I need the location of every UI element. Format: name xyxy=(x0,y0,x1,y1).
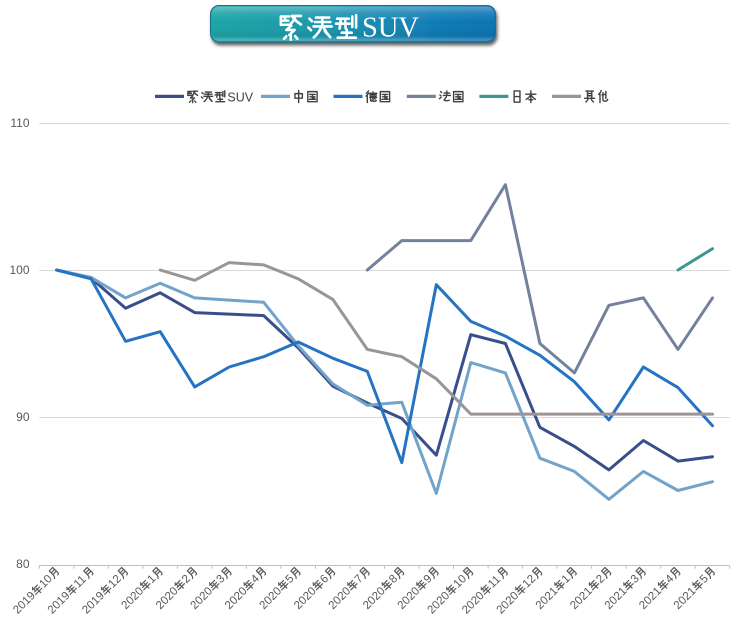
svg-text:90: 90 xyxy=(16,410,30,424)
svg-text:80: 80 xyxy=(16,557,30,571)
svg-text:110: 110 xyxy=(10,116,29,130)
svg-text:SUV: SUV xyxy=(362,13,419,44)
svg-text:SUV: SUV xyxy=(227,90,253,104)
svg-text:100: 100 xyxy=(9,263,29,277)
